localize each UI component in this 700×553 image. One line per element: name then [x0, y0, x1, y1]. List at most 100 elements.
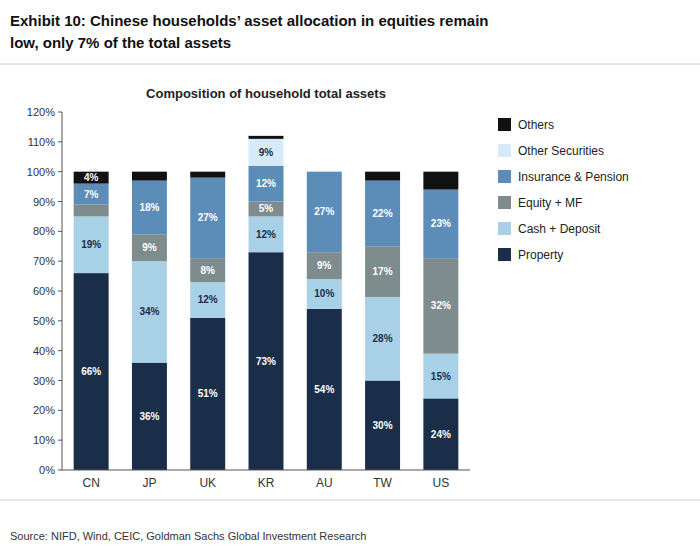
y-tick-label: 40% [33, 345, 55, 357]
data-label: 24% [431, 429, 451, 440]
bar-segment [249, 216, 284, 252]
data-label: 27% [198, 212, 218, 223]
bar-segment [423, 398, 458, 470]
y-tick [58, 261, 62, 262]
data-label: 12% [256, 229, 276, 240]
data-label: 9% [142, 242, 157, 253]
data-label: 36% [139, 411, 159, 422]
y-tick-label: 50% [33, 315, 55, 327]
bar-segment [74, 273, 109, 470]
bar-segment [365, 172, 400, 181]
legend-swatch [498, 196, 511, 209]
legend-swatch [498, 144, 511, 157]
legend-label: Property [518, 248, 563, 262]
data-label: 51% [198, 388, 218, 399]
bar-segment [249, 136, 284, 139]
x-tick-label: KR [258, 476, 275, 490]
x-tick-label: AU [316, 476, 333, 490]
separator [0, 500, 700, 501]
y-tick [58, 380, 62, 381]
legend-swatch [498, 222, 511, 235]
x-tick-label: US [433, 476, 450, 490]
y-tick-label: 120% [27, 106, 55, 118]
data-label: 12% [256, 178, 276, 189]
data-label: 12% [198, 294, 218, 305]
data-label: 22% [373, 208, 393, 219]
bar-segment [190, 282, 225, 318]
bar-segment [307, 252, 342, 279]
x-axis-line [62, 470, 470, 471]
y-tick-label: 60% [33, 285, 55, 297]
bar-segment [249, 252, 284, 470]
bar-segment [423, 354, 458, 399]
data-labels: 66%36%51%73%54%30%24%19%34%12%12%10%28%1… [81, 147, 451, 440]
y-tick-label: 100% [27, 166, 55, 178]
data-label: 7% [84, 189, 99, 200]
bar-segment [132, 261, 167, 362]
data-label: 17% [373, 266, 393, 277]
bar-segment [132, 234, 167, 261]
y-tick [58, 291, 62, 292]
chart: Exhibit 10: Chinese households’ asset al… [0, 0, 700, 553]
bar-segment [190, 178, 225, 259]
legend-swatch [498, 170, 511, 183]
bar-segment [307, 171, 342, 172]
data-label: 27% [314, 206, 334, 217]
headline: Exhibit 10: Chinese households’ asset al… [10, 12, 488, 29]
data-label: 30% [373, 420, 393, 431]
bar-segment [307, 279, 342, 309]
bar-segment [190, 258, 225, 282]
bar-segment [307, 309, 342, 470]
bar-segment [132, 172, 167, 181]
bar-segment [74, 172, 109, 184]
bar-segment [132, 181, 167, 235]
data-label: 5% [259, 203, 274, 214]
data-label: 54% [314, 384, 334, 395]
axes: 0%10%20%30%40%50%60%70%80%90%100%110%120… [27, 106, 470, 490]
y-tick-label: 90% [33, 196, 55, 208]
y-tick [58, 320, 62, 321]
data-label: 9% [259, 147, 274, 158]
legend-label: Other Securities [518, 144, 604, 158]
data-label: 34% [139, 306, 159, 317]
y-tick-label: 0% [39, 464, 55, 476]
x-tick-label: CN [82, 476, 99, 490]
y-tick-label: 10% [33, 434, 55, 446]
y-tick [58, 112, 62, 113]
y-tick [58, 470, 62, 471]
bar-segment [74, 216, 109, 273]
bar-segment [307, 172, 342, 253]
data-label: 66% [81, 366, 101, 377]
y-tick [58, 231, 62, 232]
legend-label: Others [518, 118, 554, 132]
bar-segment [74, 184, 109, 205]
bar-segment [307, 171, 342, 172]
data-label: 8% [200, 265, 215, 276]
data-label: 32% [431, 300, 451, 311]
y-tick-label: 20% [33, 404, 55, 416]
bar-segment [249, 139, 284, 166]
y-tick [58, 350, 62, 351]
y-tick-label: 70% [33, 255, 55, 267]
data-label: 18% [139, 202, 159, 213]
legend-label: Cash + Deposit [518, 222, 601, 236]
x-tick-label: UK [199, 476, 216, 490]
bar-segment [365, 297, 400, 381]
y-tick [58, 201, 62, 202]
y-tick [58, 410, 62, 411]
bar-segment [249, 166, 284, 202]
bar-segment [190, 172, 225, 178]
bar-segment [365, 181, 400, 247]
headline: low, only 7% of the total assets [10, 34, 231, 51]
chart-title: Composition of household total assets [146, 86, 386, 101]
bar-segment [423, 258, 458, 353]
bar-segment [74, 204, 109, 216]
data-label: 4% [84, 172, 99, 183]
bar-segment [249, 202, 284, 217]
x-tick-label: TW [373, 476, 392, 490]
legend: OthersOther SecuritiesInsurance & Pensio… [498, 118, 629, 262]
y-tick [58, 141, 62, 142]
data-label: 15% [431, 371, 451, 382]
y-tick [58, 440, 62, 441]
y-tick-label: 110% [28, 136, 56, 148]
